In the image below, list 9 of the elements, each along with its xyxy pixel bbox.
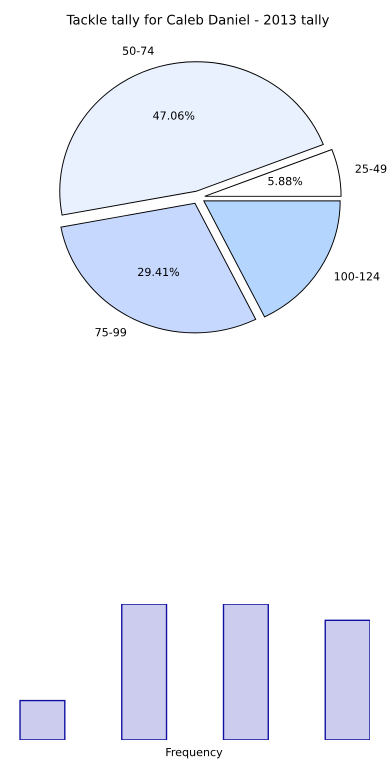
chart-title: Tackle tally for Caleb Daniel - 2013 tally (66, 14, 330, 28)
x-axis-title: Frequency (166, 748, 222, 758)
data-label: 5.88% (268, 176, 302, 186)
slice-label: 50-74 (122, 46, 154, 55)
data-label: 47.06% (153, 111, 194, 120)
slice-label: 75-99 (95, 328, 126, 336)
data-label: 29.41% (138, 268, 180, 276)
slice-label: 100-124 (334, 272, 380, 281)
slice-label: 25-49 (356, 164, 386, 173)
